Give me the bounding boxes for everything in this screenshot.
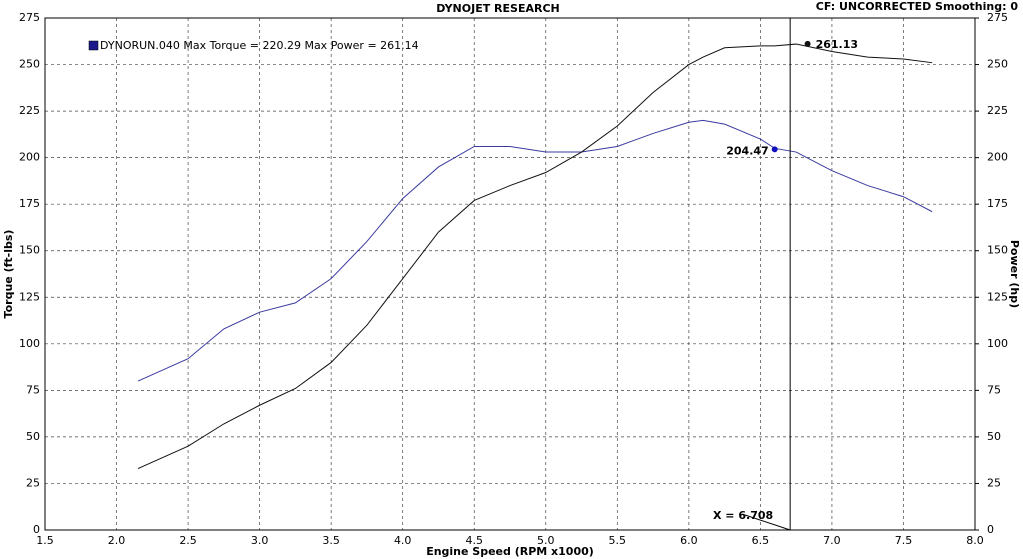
y-tick-label: 125: [19, 290, 40, 303]
x-tick-label: 1.5: [36, 534, 54, 547]
y2-tick-label: 75: [987, 383, 1001, 396]
y2-tick-label: 125: [987, 290, 1008, 303]
y-tick-label: 175: [19, 197, 40, 210]
x-tick-label: 7.0: [823, 534, 841, 547]
x-tick-label: 7.5: [895, 534, 913, 547]
x-tick-label: 3.5: [322, 534, 340, 547]
x-tick-label: 8.0: [966, 534, 984, 547]
marker: [771, 146, 778, 153]
y2-tick-label: 275: [987, 11, 1008, 24]
x-axis-label: Engine Speed (RPM x1000): [426, 545, 594, 558]
y2-tick-label: 250: [987, 58, 1008, 71]
y-tick-label: 150: [19, 244, 40, 257]
y-tick-label: 75: [26, 383, 40, 396]
x-tick-label: 6.5: [752, 534, 770, 547]
marker-label: 204.47: [726, 144, 768, 157]
x-tick-label: 2.5: [179, 534, 197, 547]
y-axis-label: Torque (ft-lbs): [2, 230, 15, 319]
chart-title: DYNOJET RESEARCH: [436, 2, 559, 15]
y2-axis-label: Power (hp): [1008, 240, 1021, 308]
x-tick-label: 5.5: [609, 534, 627, 547]
marker-label: 261.13: [816, 38, 858, 51]
y-tick-label: 100: [19, 337, 40, 350]
y-tick-label: 200: [19, 151, 40, 164]
chart-subtitle: CF: UNCORRECTED Smoothing: 0: [816, 0, 1019, 13]
y-tick-label: 250: [19, 58, 40, 71]
legend-text: DYNORUN.040 Max Torque = 220.29 Max Powe…: [100, 39, 419, 52]
y-tick-label: 25: [26, 476, 40, 489]
y2-tick-label: 200: [987, 151, 1008, 164]
marker: [804, 40, 811, 47]
x-tick-label: 2.0: [108, 534, 126, 547]
y2-tick-label: 25: [987, 476, 1001, 489]
legend-swatch: [88, 40, 99, 51]
y-tick-label: 50: [26, 430, 40, 443]
y2-tick-label: 0: [987, 523, 994, 536]
x-tick-label: 3.0: [251, 534, 269, 547]
y2-tick-label: 100: [987, 337, 1008, 350]
y2-tick-label: 225: [987, 104, 1008, 117]
y2-tick-label: 50: [987, 430, 1001, 443]
x-tick-label: 4.0: [394, 534, 412, 547]
x-tick-label: 5.0: [537, 534, 555, 547]
cursor-leader: [744, 514, 791, 531]
y-tick-label: 275: [19, 11, 40, 24]
y-tick-label: 225: [19, 104, 40, 117]
plot-border: [44, 17, 976, 531]
y2-tick-label: 150: [987, 244, 1008, 257]
series-line: [137, 43, 933, 470]
x-tick-label: 6.0: [680, 534, 698, 547]
y-tick-label: 0: [33, 523, 40, 536]
cursor-label: X = 6.708: [713, 509, 773, 522]
y2-tick-label: 175: [987, 197, 1008, 210]
x-tick-label: 4.5: [465, 534, 483, 547]
